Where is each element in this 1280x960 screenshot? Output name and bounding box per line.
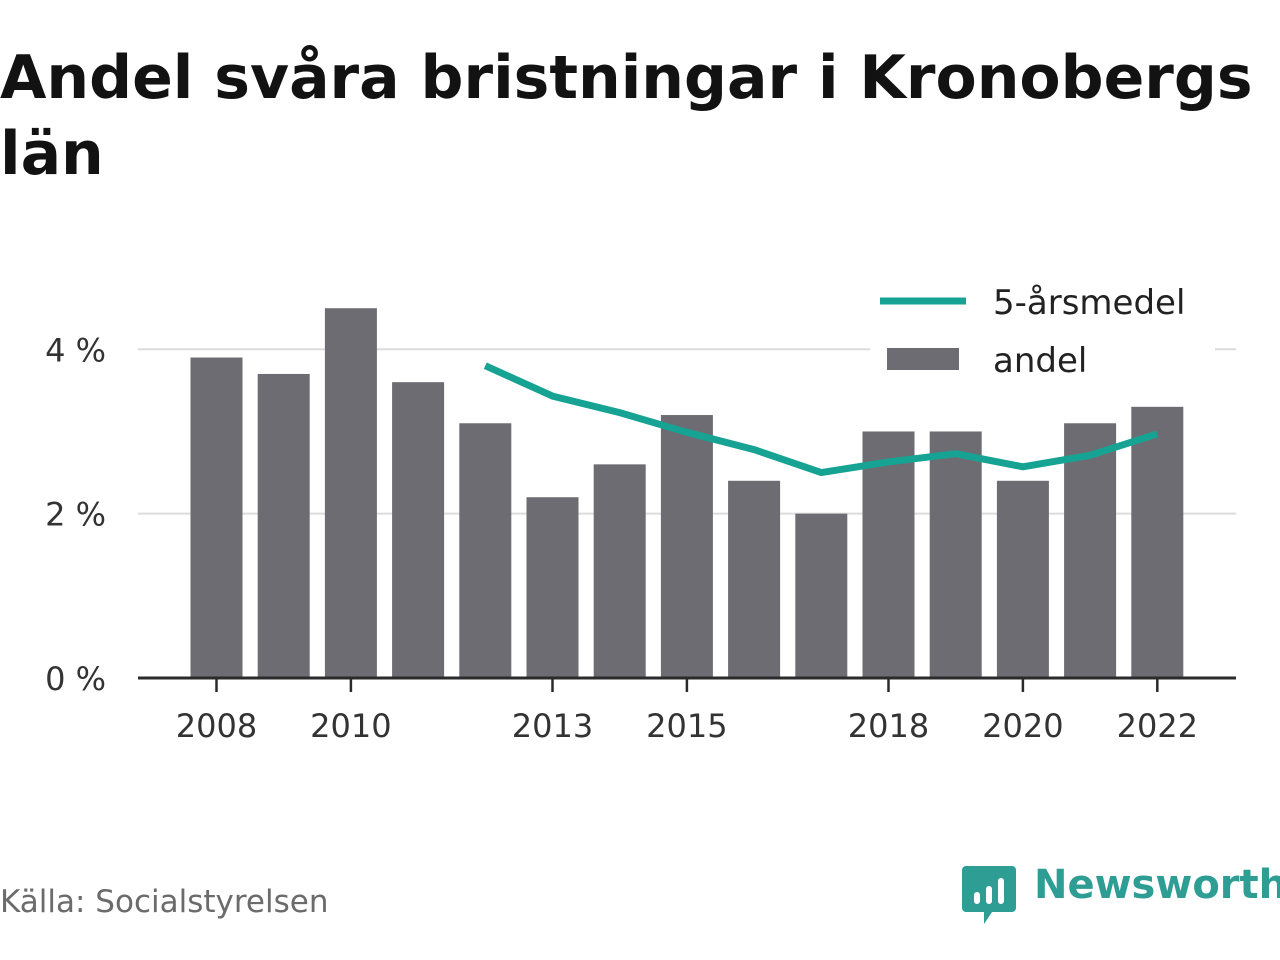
x-tick-label: 2018 bbox=[848, 707, 929, 745]
bar bbox=[996, 480, 1049, 678]
x-tick-label: 2010 bbox=[310, 707, 391, 745]
legend: 5-årsmedel andel bbox=[870, 276, 1215, 388]
bar bbox=[459, 423, 512, 678]
legend-swatch-bar bbox=[887, 348, 959, 370]
y-tick-label: 0 % bbox=[45, 660, 106, 698]
bar bbox=[392, 382, 445, 678]
x-tick-label: 2013 bbox=[512, 707, 593, 745]
x-tick-label: 2020 bbox=[982, 707, 1063, 745]
bar bbox=[1064, 423, 1117, 678]
bar bbox=[795, 513, 848, 678]
legend-label-line: 5-årsmedel bbox=[993, 283, 1185, 323]
bar bbox=[862, 431, 915, 678]
bar bbox=[257, 373, 310, 678]
x-tick-label: 2022 bbox=[1117, 707, 1198, 745]
bar bbox=[324, 308, 377, 678]
newsworthy-logo-icon bbox=[962, 866, 1016, 924]
bars bbox=[190, 308, 1184, 678]
bar bbox=[660, 415, 713, 678]
line-series-5-arsmedel bbox=[483, 362, 1159, 477]
bar bbox=[526, 497, 579, 678]
chart: 0 % 2 % 4 % 2008 2010 2013 2015 2018 2020 2022 5-… bbox=[45, 276, 1236, 745]
source-text: Källa: Socialstyrelsen bbox=[0, 884, 329, 920]
y-tick-label: 2 % bbox=[45, 496, 106, 534]
legend-label-bar: andel bbox=[993, 341, 1087, 381]
bar bbox=[929, 431, 982, 678]
y-tick-label: 4 % bbox=[45, 331, 106, 369]
bar bbox=[190, 357, 243, 678]
x-tick-label: 2015 bbox=[646, 707, 727, 745]
x-tick-label: 2008 bbox=[176, 707, 257, 745]
moving-average-line bbox=[483, 362, 1159, 477]
bar bbox=[1131, 406, 1184, 678]
brand-name: Newsworthy bbox=[1034, 862, 1280, 908]
axes: 0 % 2 % 4 % 2008 2010 2013 2015 2018 2020 2022 bbox=[45, 331, 1236, 745]
bar bbox=[728, 480, 781, 678]
chart-title: Andel svåra bristningar i Kronobergs län bbox=[0, 43, 1253, 189]
bar bbox=[593, 464, 646, 678]
